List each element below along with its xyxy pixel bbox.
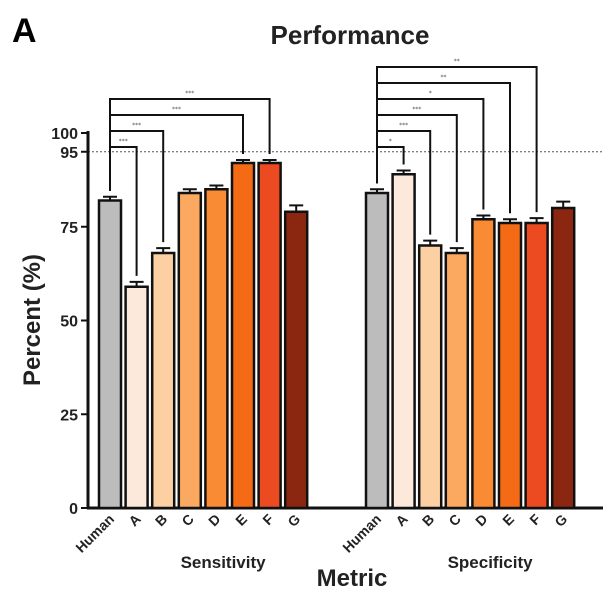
significance-bracket <box>109 114 244 191</box>
group-label: Sensitivity <box>181 553 267 572</box>
x-tick-label: D <box>205 511 223 529</box>
x-tick-label: A <box>392 511 410 529</box>
bar <box>471 218 496 510</box>
x-tick-label: G <box>551 511 570 530</box>
bar <box>444 251 470 510</box>
significance-label: *** <box>185 90 194 97</box>
x-tick-label: Human <box>339 511 384 556</box>
significance-bracket <box>109 98 271 191</box>
x-axis-label: Metric <box>317 565 388 592</box>
significance-label: * <box>389 138 392 145</box>
bar <box>97 199 123 510</box>
bar <box>150 251 176 510</box>
x-tick-label: C <box>178 511 196 529</box>
x-tick-label: B <box>152 511 170 529</box>
significance-label: *** <box>399 122 408 129</box>
chart-title: Performance <box>271 20 430 50</box>
bar <box>550 206 576 510</box>
x-tick-label: B <box>419 511 437 529</box>
significance-label: * <box>429 90 432 97</box>
bar <box>417 244 443 510</box>
significance-label: ** <box>441 74 447 81</box>
x-tick-label: F <box>259 510 277 528</box>
bar <box>257 161 282 510</box>
x-tick-label: A <box>125 511 143 529</box>
y-tick-label: 75 <box>60 220 78 237</box>
x-tick-label: F <box>526 510 544 528</box>
panel-label: A <box>12 12 37 50</box>
x-tick-label: E <box>232 511 250 529</box>
bar <box>177 191 203 510</box>
bar <box>230 161 256 510</box>
y-tick-label: 0 <box>69 501 78 518</box>
x-tick-label: G <box>284 511 303 530</box>
bar <box>524 221 549 510</box>
significance-label: *** <box>132 122 141 129</box>
y-tick-label: 100 <box>51 126 78 143</box>
bar <box>497 221 523 510</box>
y-axis-label: Percent (%) <box>19 254 46 386</box>
y-tick-label: 50 <box>60 314 78 331</box>
y-tick-label: 25 <box>60 407 78 424</box>
bar <box>364 191 390 510</box>
bar <box>283 210 309 510</box>
significance-label: ** <box>454 58 460 65</box>
y-tick-label: 95 <box>60 145 78 162</box>
significance-label: *** <box>172 106 181 113</box>
x-tick-label: C <box>445 511 463 529</box>
group-label: Specificity <box>448 553 534 572</box>
significance-label: *** <box>119 138 128 145</box>
x-tick-label: E <box>499 511 517 529</box>
bar <box>204 188 229 510</box>
x-tick-label: D <box>472 511 490 529</box>
significance-label: *** <box>412 106 421 113</box>
significance-bracket <box>376 66 538 213</box>
x-tick-label: Human <box>72 511 117 556</box>
bar <box>124 285 149 510</box>
bar <box>391 173 416 510</box>
